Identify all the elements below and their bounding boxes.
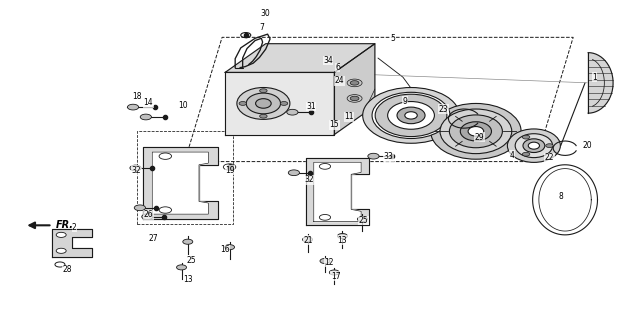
Text: 12: 12 (324, 258, 334, 267)
Text: 28: 28 (62, 265, 72, 275)
Text: 22: 22 (545, 153, 554, 162)
Ellipse shape (362, 87, 459, 143)
Circle shape (347, 79, 362, 87)
Text: 21: 21 (303, 236, 313, 245)
Circle shape (347, 95, 362, 102)
Circle shape (159, 153, 172, 159)
Text: 13: 13 (338, 236, 348, 245)
Circle shape (546, 144, 553, 148)
Text: 14: 14 (144, 98, 153, 107)
Polygon shape (143, 147, 218, 219)
Circle shape (329, 270, 339, 275)
Text: 8: 8 (558, 192, 563, 201)
Text: 20: 20 (582, 141, 592, 150)
Circle shape (522, 135, 530, 139)
Text: 9: 9 (402, 97, 408, 106)
Text: 19: 19 (226, 166, 235, 175)
Circle shape (56, 248, 66, 253)
Text: 1: 1 (592, 73, 597, 82)
Ellipse shape (405, 112, 418, 119)
Ellipse shape (468, 126, 484, 136)
Circle shape (522, 152, 530, 156)
Polygon shape (334, 44, 375, 134)
Circle shape (368, 153, 379, 159)
Text: 32: 32 (132, 166, 141, 175)
Circle shape (320, 259, 330, 264)
Circle shape (130, 165, 141, 171)
Circle shape (280, 101, 288, 105)
Text: 7: 7 (259, 23, 264, 32)
Text: 15: 15 (329, 120, 339, 130)
Polygon shape (588, 52, 613, 113)
Circle shape (159, 207, 172, 213)
Circle shape (302, 237, 312, 242)
Text: 32: 32 (304, 175, 314, 184)
Circle shape (239, 101, 246, 105)
Circle shape (140, 114, 151, 120)
Ellipse shape (397, 107, 425, 124)
Text: 6: 6 (335, 63, 340, 72)
Text: 33: 33 (384, 152, 394, 161)
Ellipse shape (449, 115, 503, 148)
Circle shape (176, 265, 186, 270)
Circle shape (259, 114, 267, 118)
Polygon shape (314, 162, 361, 221)
Ellipse shape (508, 129, 561, 162)
Ellipse shape (388, 101, 434, 129)
Ellipse shape (460, 122, 491, 141)
Circle shape (56, 232, 66, 237)
Circle shape (142, 214, 153, 220)
Circle shape (319, 214, 331, 220)
Circle shape (338, 234, 348, 239)
Text: 4: 4 (509, 151, 514, 160)
Text: 2: 2 (72, 223, 77, 232)
Text: 5: 5 (390, 35, 395, 44)
Ellipse shape (256, 99, 271, 108)
Text: 10: 10 (178, 101, 187, 110)
Circle shape (357, 217, 367, 222)
Circle shape (127, 104, 139, 110)
Ellipse shape (523, 139, 545, 153)
Polygon shape (306, 158, 369, 225)
Text: 25: 25 (186, 256, 196, 265)
Ellipse shape (431, 103, 521, 159)
Text: 29: 29 (475, 132, 484, 141)
Text: 18: 18 (132, 92, 141, 101)
Circle shape (224, 244, 234, 250)
Ellipse shape (515, 134, 552, 158)
Text: 34: 34 (323, 56, 333, 65)
Text: 17: 17 (331, 272, 341, 281)
Text: 24: 24 (334, 76, 344, 85)
Circle shape (319, 164, 331, 169)
Polygon shape (532, 165, 598, 235)
Text: 31: 31 (306, 102, 316, 111)
Text: 11: 11 (344, 113, 353, 122)
Polygon shape (225, 44, 375, 72)
Text: 26: 26 (144, 210, 153, 219)
Ellipse shape (528, 142, 539, 149)
Circle shape (134, 205, 146, 211)
Circle shape (350, 81, 359, 85)
Polygon shape (152, 152, 208, 214)
Circle shape (288, 170, 299, 176)
Polygon shape (225, 72, 334, 134)
Text: 13: 13 (183, 275, 192, 284)
Circle shape (182, 239, 192, 244)
Circle shape (287, 109, 298, 115)
Text: 25: 25 (359, 216, 369, 225)
Ellipse shape (372, 92, 450, 139)
Circle shape (350, 96, 359, 101)
Ellipse shape (375, 94, 447, 137)
Text: 23: 23 (439, 105, 448, 114)
Text: FR.: FR. (56, 220, 74, 230)
Ellipse shape (237, 87, 290, 119)
Circle shape (259, 89, 267, 92)
Ellipse shape (246, 93, 281, 114)
Ellipse shape (440, 109, 512, 154)
Polygon shape (52, 228, 92, 257)
Circle shape (55, 262, 65, 267)
Text: 30: 30 (260, 9, 270, 18)
Text: 16: 16 (221, 245, 230, 254)
Text: 27: 27 (149, 234, 158, 243)
